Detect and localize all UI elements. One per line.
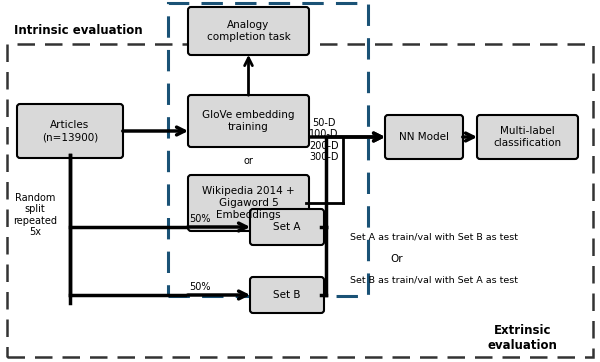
Text: Set B: Set B	[273, 290, 301, 300]
FancyBboxPatch shape	[250, 277, 324, 313]
Text: Extrinsic
evaluation: Extrinsic evaluation	[488, 324, 558, 352]
Text: Or: Or	[390, 254, 403, 264]
Bar	[168, 3, 368, 296]
Text: 50%: 50%	[189, 282, 211, 292]
Text: Intrinsic evaluation: Intrinsic evaluation	[14, 24, 143, 37]
Text: Multi-label
classification: Multi-label classification	[493, 126, 562, 148]
FancyBboxPatch shape	[477, 115, 578, 159]
Text: Set A as train/val with Set B as test: Set A as train/val with Set B as test	[350, 232, 518, 241]
FancyBboxPatch shape	[188, 95, 309, 147]
FancyBboxPatch shape	[17, 104, 123, 158]
Text: 50%: 50%	[189, 214, 211, 224]
FancyBboxPatch shape	[188, 175, 309, 231]
Bar	[7, 44, 593, 357]
Text: Random
split
repeated
5x: Random split repeated 5x	[13, 193, 57, 237]
Text: Set B as train/val with Set A as test: Set B as train/val with Set A as test	[350, 275, 518, 285]
Text: or: or	[244, 156, 253, 166]
Text: NN Model: NN Model	[399, 132, 449, 142]
Text: GloVe embedding
training: GloVe embedding training	[202, 110, 295, 132]
Text: Set A: Set A	[273, 222, 301, 232]
Text: 50-D
100-D
200-D
300-D: 50-D 100-D 200-D 300-D	[309, 118, 338, 163]
Text: Wikipedia 2014 +
Gigaword 5
Embeddings: Wikipedia 2014 + Gigaword 5 Embeddings	[202, 186, 295, 220]
Text: Articles
(n=13900): Articles (n=13900)	[42, 120, 98, 142]
Text: Analogy
completion task: Analogy completion task	[206, 20, 290, 42]
FancyBboxPatch shape	[385, 115, 463, 159]
FancyBboxPatch shape	[250, 209, 324, 245]
FancyBboxPatch shape	[188, 7, 309, 55]
